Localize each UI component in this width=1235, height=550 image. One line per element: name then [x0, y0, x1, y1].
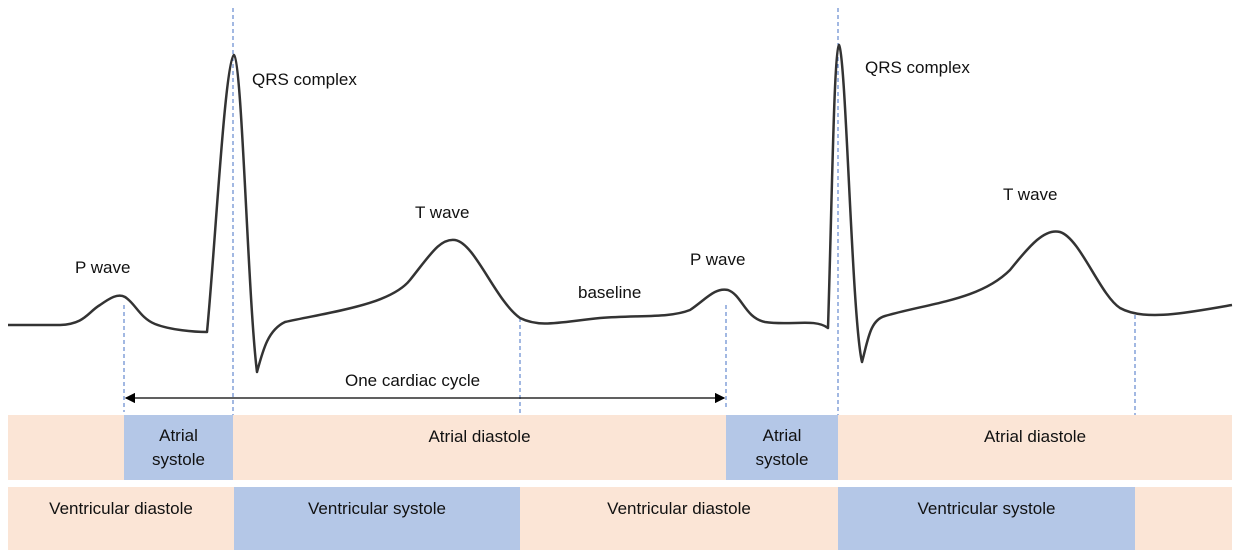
cycle-label: One cardiac cycle [345, 371, 481, 390]
wave-label: T wave [415, 203, 470, 222]
atrial-segment: Atrial diastole [838, 415, 1232, 480]
atrial-segment: Atrial systole [124, 415, 233, 480]
wave-label: P wave [75, 258, 131, 277]
ventricular-segment: Ventricular diastole [8, 487, 234, 550]
atrial-segment: Atrial systole [726, 415, 838, 480]
ventricular-segment: Ventricular systole [234, 487, 520, 550]
atrial-segment [8, 415, 124, 480]
wave-label: T wave [1003, 185, 1058, 204]
wave-label: P wave [690, 250, 746, 269]
wave-label: QRS complex [252, 70, 357, 89]
ventricular-segment: Ventricular diastole [520, 487, 838, 550]
wave-label: baseline [578, 283, 642, 302]
wave-label: QRS complex [865, 58, 970, 77]
ventricular-segment: Ventricular systole [838, 487, 1135, 550]
ventricular-segment [1135, 487, 1232, 550]
ecg-trace [8, 43, 1233, 374]
atrial-segment: Atrial diastole [233, 415, 726, 480]
guide-lines [123, 8, 1136, 415]
